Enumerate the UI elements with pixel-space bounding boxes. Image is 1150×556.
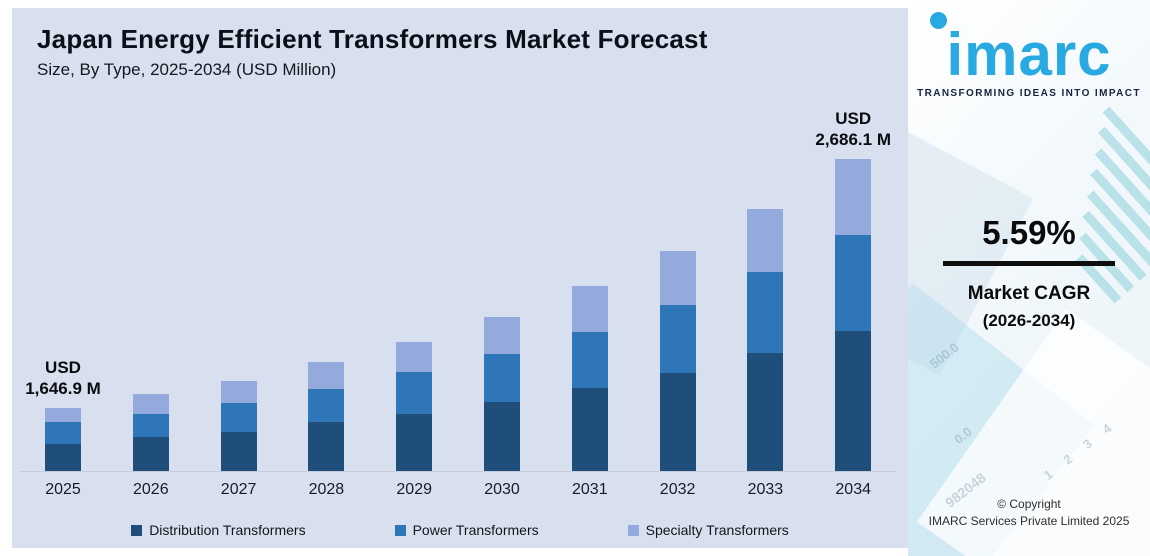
logo-dot-icon	[930, 12, 947, 29]
segment-specialty-transformers	[308, 362, 345, 389]
segment-specialty-transformers	[571, 286, 608, 332]
segment-power-transformers	[132, 414, 169, 437]
logo-tagline: TRANSFORMING IDEAS INTO IMPACT	[917, 88, 1141, 99]
x-axis-label: 2033	[747, 481, 784, 498]
segment-specialty-transformers	[747, 209, 784, 272]
imarc-logo: imarc TRANSFORMING IDEAS INTO IMPACT	[908, 10, 1150, 99]
chart-panel: Japan Energy Efficient Transformers Mark…	[12, 8, 908, 548]
segment-distribution-transformers	[835, 331, 872, 471]
legend-label: Power Transformers	[412, 522, 539, 538]
legend: Distribution Transformers Power Transform…	[12, 522, 908, 538]
segment-distribution-transformers	[484, 402, 520, 471]
watermark-text: 0.0	[951, 424, 975, 447]
segment-power-transformers	[220, 403, 257, 432]
x-axis-label: 2030	[484, 481, 520, 498]
segment-distribution-transformers	[220, 432, 257, 471]
x-axis-label: 2031	[572, 481, 608, 498]
bar-2028	[308, 362, 345, 471]
x-axis-label: 2025	[45, 481, 81, 498]
watermark-text: 500.0	[926, 339, 962, 372]
watermark-text: 1 2 3 4	[1040, 416, 1120, 483]
segment-specialty-transformers	[835, 159, 872, 235]
legend-item-specialty-transformers: Specialty Transformers	[627, 522, 789, 538]
segment-power-transformers	[308, 389, 345, 422]
brand-panel: 500.0 0.0 1 2 3 4 982048 imarc TRANSFORM…	[908, 0, 1150, 556]
segment-distribution-transformers	[659, 373, 696, 471]
cagr-label: Market CAGR	[967, 283, 1091, 304]
x-axis-label: 2027	[220, 481, 257, 498]
cagr-block: 5.59% Market CAGR (2026-2034)	[908, 214, 1150, 334]
legend-swatch-icon	[627, 524, 639, 536]
legend-item-distribution-transformers: Distribution Transformers	[131, 522, 306, 538]
segment-distribution-transformers	[396, 414, 433, 471]
cagr-years: (2026-2034)	[982, 311, 1076, 330]
segment-specialty-transformers	[132, 394, 169, 414]
segment-distribution-transformers	[747, 353, 784, 471]
segment-power-transformers	[484, 354, 520, 402]
logo-text: imarc	[946, 21, 1112, 88]
bar-2033	[747, 209, 784, 471]
value-annotation: USD 1,646.9 M	[25, 358, 101, 398]
legend-label: Distribution Transformers	[149, 522, 306, 538]
chart-subtitle: Size, By Type, 2025-2034 (USD Million)	[37, 60, 337, 79]
segment-distribution-transformers	[571, 388, 608, 471]
segment-power-transformers	[396, 372, 433, 414]
segment-specialty-transformers	[220, 381, 257, 403]
copyright: © Copyright IMARC Services Private Limit…	[908, 496, 1150, 530]
segment-specialty-transformers	[484, 317, 520, 354]
x-axis-label: 2026	[133, 481, 169, 498]
bar-2027	[220, 381, 257, 471]
x-axis-label: 2032	[659, 481, 696, 498]
legend-label: Specialty Transformers	[645, 522, 789, 538]
copyright-line2: IMARC Services Private Limited 2025	[928, 514, 1130, 528]
bar-2034	[835, 159, 872, 471]
legend-swatch-icon	[131, 524, 143, 536]
segment-specialty-transformers	[396, 342, 433, 372]
segment-specialty-transformers	[45, 408, 81, 422]
segment-power-transformers	[835, 235, 872, 331]
chart-title: Japan Energy Efficient Transformers Mark…	[37, 24, 708, 54]
segment-power-transformers	[571, 332, 608, 388]
bar-2031	[571, 286, 608, 471]
segment-distribution-transformers	[45, 444, 81, 471]
legend-swatch-icon	[394, 524, 406, 536]
bar-2032	[659, 251, 696, 471]
bar-2030	[484, 317, 520, 471]
x-axis-label: 2029	[396, 481, 432, 498]
bar-2029	[396, 342, 433, 471]
plot-area: 2025 2026 2027 2028 2029 2030 2031 2032 2033 2034…	[20, 109, 896, 498]
x-axis-label: 2028	[308, 481, 345, 498]
segment-power-transformers	[659, 305, 696, 373]
segment-power-transformers	[747, 272, 784, 353]
value-annotation: USD 2,686.1 M	[815, 109, 891, 149]
cagr-value: 5.59%	[982, 214, 1076, 251]
copyright-line1: © Copyright	[997, 497, 1061, 511]
segment-power-transformers	[45, 422, 81, 444]
x-axis-label: 2034	[835, 481, 871, 498]
bar-2025	[45, 408, 81, 471]
bar-2026	[132, 394, 169, 471]
legend-item-power-transformers: Power Transformers	[394, 522, 539, 538]
segment-distribution-transformers	[308, 422, 345, 471]
segment-specialty-transformers	[659, 251, 696, 305]
cagr-divider	[943, 261, 1115, 266]
segment-distribution-transformers	[132, 437, 169, 471]
